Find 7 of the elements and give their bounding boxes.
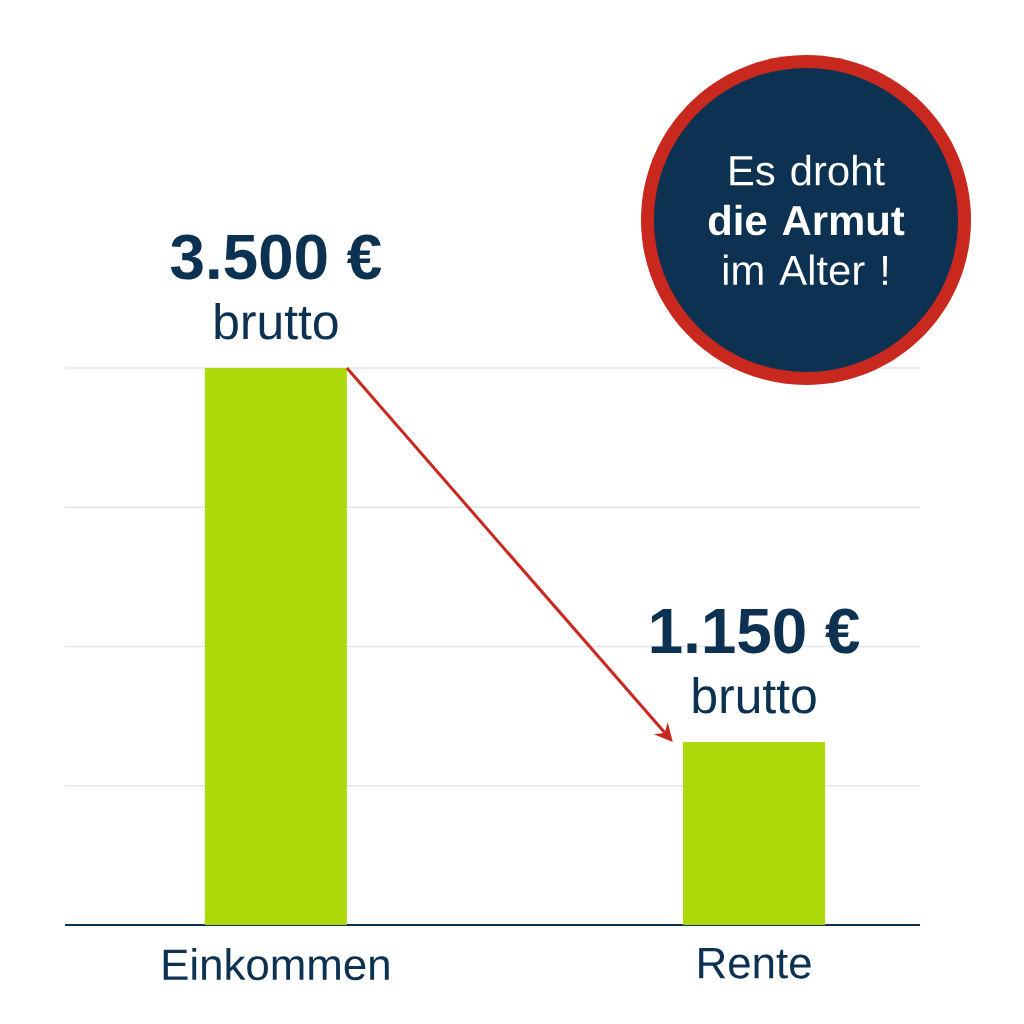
text: Es droht die Armut im Alter ! — [708, 154, 905, 286]
x-tick-label: Einkommen — [163, 948, 389, 981]
data-label: 1.150 € — [651, 608, 860, 654]
x-tick-label: Rente — [699, 948, 811, 979]
annotation: brutto — [693, 677, 816, 714]
data-label: 3.500 € — [170, 234, 382, 280]
annotation: brutto — [215, 303, 338, 340]
